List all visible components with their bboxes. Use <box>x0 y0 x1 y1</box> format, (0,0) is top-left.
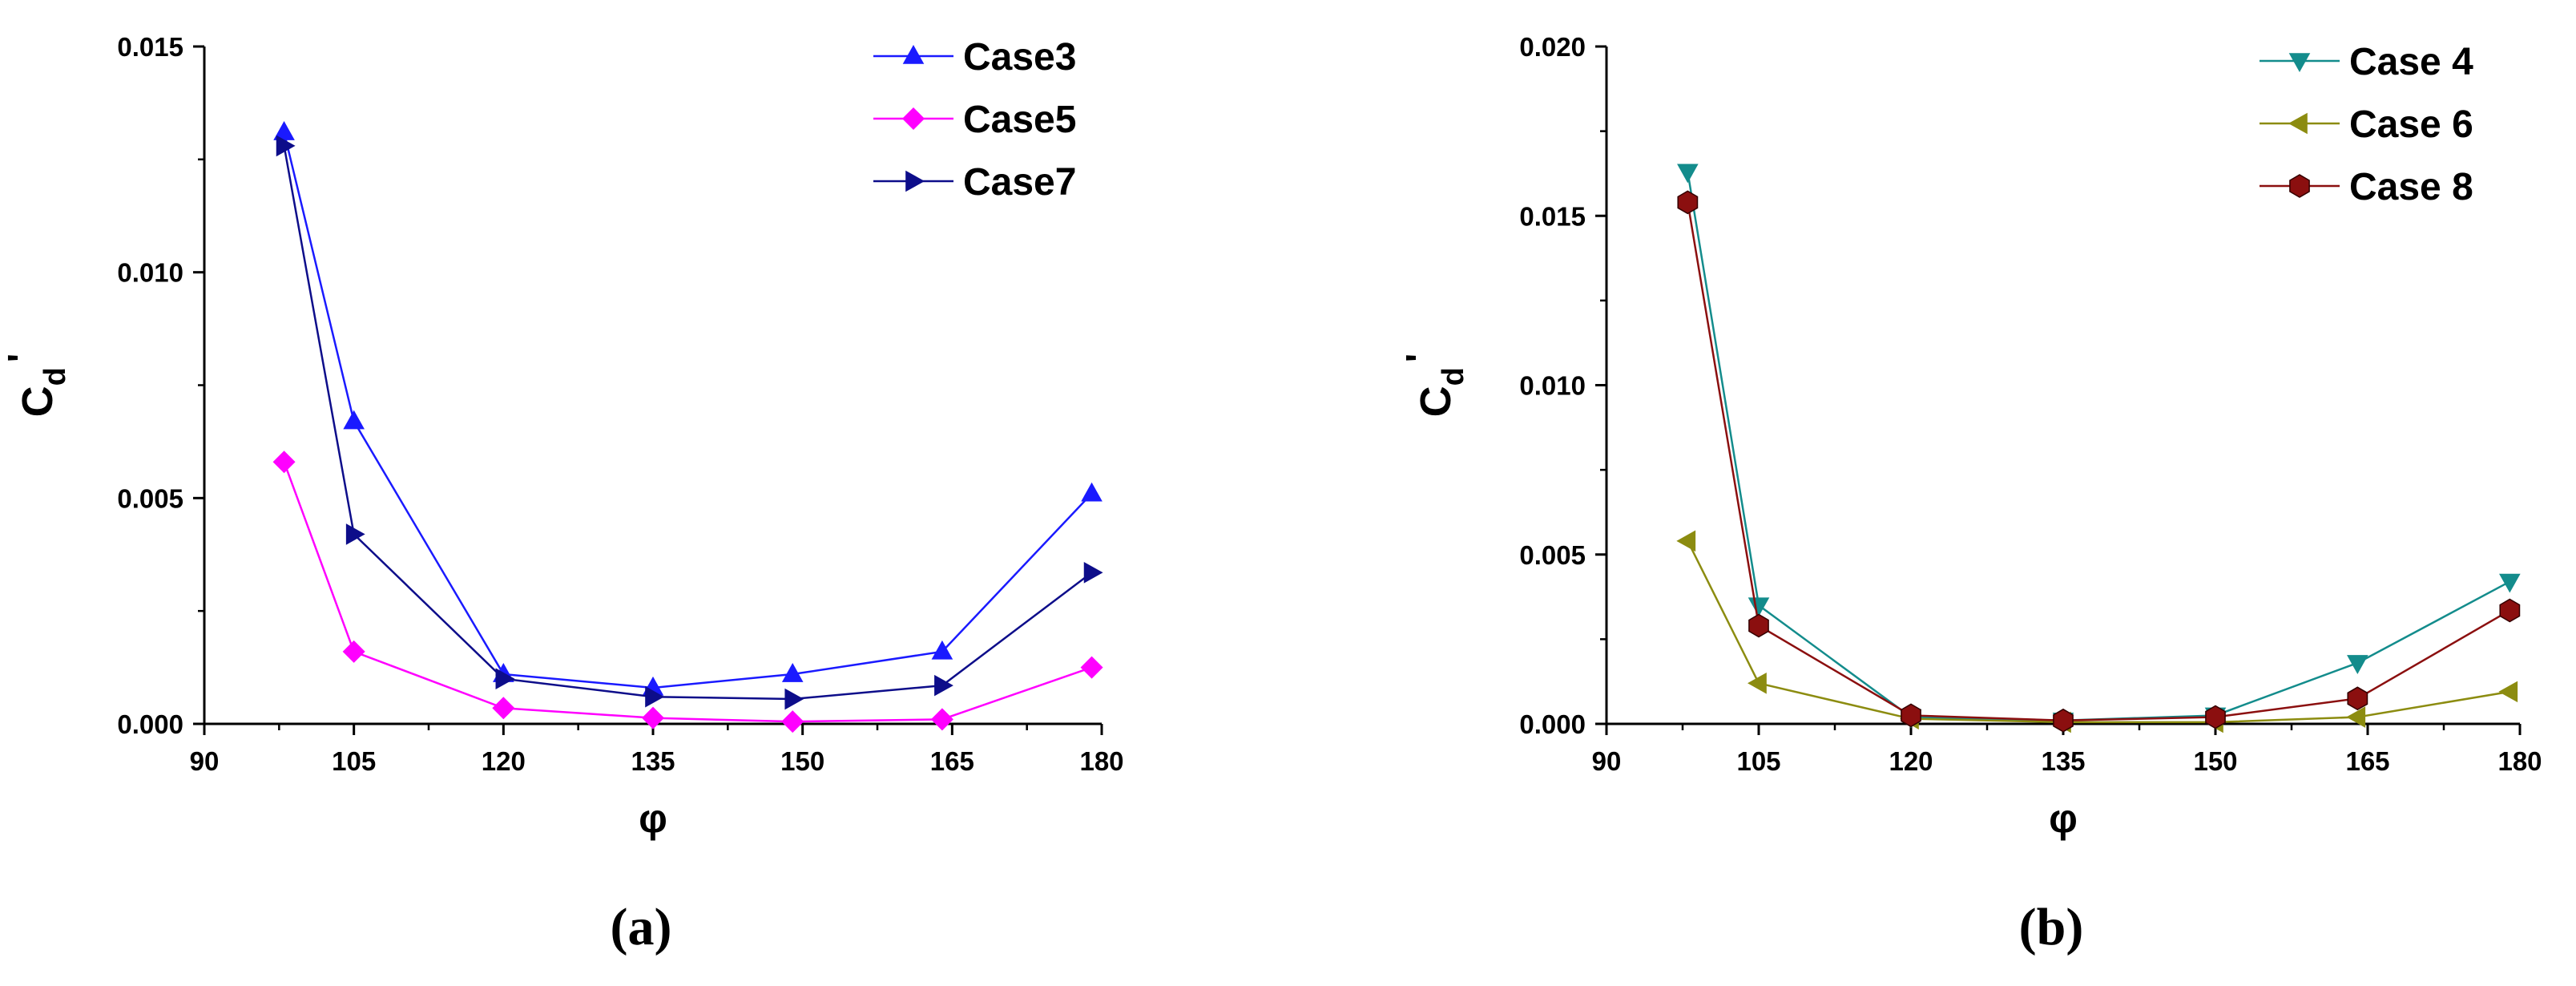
legend-label: Case 6 <box>2349 103 2473 146</box>
data-point <box>934 674 953 697</box>
legend-label: Case 8 <box>2349 166 2473 208</box>
data-point <box>343 410 365 430</box>
y-tick-label: 0.005 <box>1519 540 1586 570</box>
series-line <box>283 131 1093 689</box>
legend-marker <box>2289 174 2310 198</box>
y-tick-label: 0.010 <box>1519 371 1586 401</box>
legend-label: Case7 <box>963 161 1076 204</box>
data-point <box>930 708 953 731</box>
panel-label: (b) <box>2019 898 2084 956</box>
x-tick-label: 90 <box>1592 746 1622 776</box>
series-line <box>1687 540 2510 724</box>
data-point <box>273 121 295 140</box>
data-point <box>342 640 365 663</box>
x-tick-label: 180 <box>2497 746 2542 776</box>
legend-label: Case 4 <box>2349 41 2473 83</box>
data-point <box>492 697 515 720</box>
data-point <box>345 523 365 545</box>
data-point <box>781 663 804 682</box>
x-tick-label: 105 <box>332 746 376 776</box>
y-axis-title-prime: ' <box>1399 354 1441 362</box>
data-point <box>1080 656 1103 679</box>
y-tick-label: 0.000 <box>1519 709 1586 739</box>
x-tick-label: 135 <box>631 746 675 776</box>
y-tick-label: 0.015 <box>117 32 183 62</box>
x-tick-label: 120 <box>1889 746 1933 776</box>
x-tick-label: 120 <box>482 746 526 776</box>
data-point <box>1677 190 1699 215</box>
x-tick-label: 150 <box>2193 746 2237 776</box>
data-point <box>642 706 664 729</box>
legend-marker <box>2288 53 2311 72</box>
series-line <box>1687 172 2510 722</box>
series-line <box>283 145 1093 701</box>
x-tick-label: 180 <box>1079 746 1123 776</box>
y-tick-label: 0.020 <box>1519 32 1586 62</box>
chart-panel-a: 90 105 120 135 150 165 180 0.000 0.005 0.010 0.015… <box>1 32 1124 956</box>
y-axis-title: Cd ' <box>1 354 72 418</box>
data-point <box>495 668 515 689</box>
data-point <box>2053 708 2074 733</box>
data-point <box>2346 706 2366 728</box>
y-tick-label: 0.015 <box>1519 201 1586 231</box>
data-point <box>2498 681 2518 703</box>
series-line <box>283 461 1092 723</box>
x-tick-label: 90 <box>190 746 220 776</box>
data-point <box>272 451 296 474</box>
data-point <box>2499 598 2521 623</box>
legend-marker <box>902 45 925 64</box>
data-point <box>645 685 664 708</box>
x-tick-label: 105 <box>1736 746 1780 776</box>
data-point <box>1677 164 1699 184</box>
data-point <box>1748 613 1769 638</box>
y-axis-title-main: C <box>1412 386 1460 417</box>
data-point <box>781 710 804 733</box>
legend-marker <box>905 170 925 192</box>
y-axis-title-main: C <box>14 386 62 417</box>
data-point <box>931 640 953 660</box>
y-axis-title-subscript: d <box>1437 367 1470 386</box>
legend-label: Case5 <box>963 99 1076 141</box>
data-point <box>1083 561 1103 584</box>
y-tick-label: 0.005 <box>117 483 183 513</box>
data-point <box>2499 573 2521 593</box>
y-axis-title-subscript: d <box>38 367 72 386</box>
y-tick-label: 0.010 <box>117 258 183 288</box>
data-point <box>2347 655 2368 674</box>
y-axis-title-prime: ' <box>1 354 43 362</box>
x-axis-title: φ <box>639 796 667 841</box>
y-tick-label: 0.000 <box>117 709 183 739</box>
data-point <box>784 688 804 710</box>
data-point <box>2205 705 2226 729</box>
data-point <box>1676 530 1696 552</box>
x-tick-label: 135 <box>2041 746 2085 776</box>
legend-marker <box>902 107 925 130</box>
y-axis-title: Cd ' <box>1399 354 1470 418</box>
data-point <box>276 135 296 157</box>
legend-marker <box>2288 112 2308 135</box>
data-point <box>1748 673 1767 694</box>
x-tick-label: 150 <box>780 746 824 776</box>
data-point <box>1901 703 1921 728</box>
data-point <box>1748 597 1770 617</box>
x-tick-label: 165 <box>930 746 974 776</box>
data-point <box>1081 482 1103 502</box>
data-point <box>2347 686 2368 711</box>
x-tick-label: 165 <box>2345 746 2389 776</box>
chart-panel-b: 90 105 120 135 150 165 180 0.000 0.005 0.010 0.015… <box>1399 32 2542 956</box>
panel-label: (a) <box>611 898 672 956</box>
x-axis-title: φ <box>2049 796 2078 841</box>
legend-label: Case3 <box>963 36 1076 79</box>
